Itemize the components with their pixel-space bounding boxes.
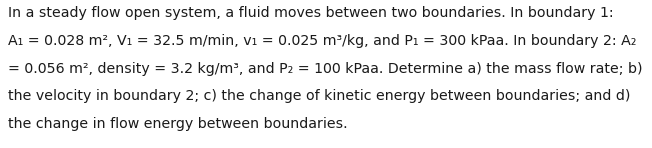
Text: A₁ = 0.028 m², V₁ = 32.5 m/min, v₁ = 0.025 m³/kg, and P₁ = 300 kPaa. In boundary: A₁ = 0.028 m², V₁ = 32.5 m/min, v₁ = 0.0… bbox=[8, 34, 636, 48]
Text: = 0.056 m², density = 3.2 kg/m³, and P₂ = 100 kPaa. Determine a) the mass flow r: = 0.056 m², density = 3.2 kg/m³, and P₂ … bbox=[8, 62, 642, 76]
Text: In a steady flow open system, a fluid moves between two boundaries. In boundary : In a steady flow open system, a fluid mo… bbox=[8, 6, 614, 20]
Text: the change in flow energy between boundaries.: the change in flow energy between bounda… bbox=[8, 117, 348, 131]
Text: the velocity in boundary 2; c) the change of kinetic energy between boundaries; : the velocity in boundary 2; c) the chang… bbox=[8, 89, 630, 103]
